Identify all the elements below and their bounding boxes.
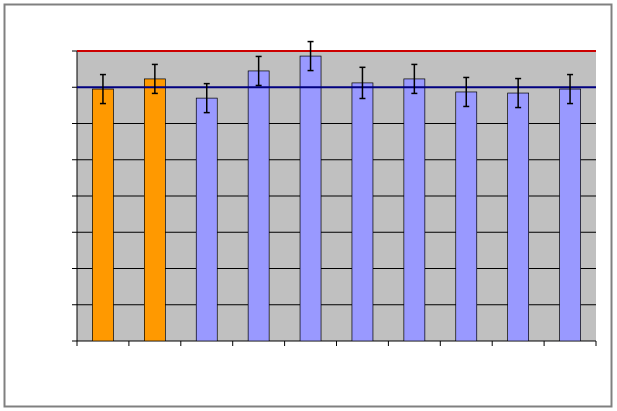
error-bar	[463, 76, 470, 108]
error-bar	[255, 55, 262, 87]
error-bar	[203, 82, 210, 114]
error-bar	[359, 66, 366, 100]
error-bar	[567, 73, 574, 105]
bar	[195, 97, 218, 342]
bar	[455, 91, 478, 342]
bar	[403, 78, 426, 342]
bar	[351, 82, 374, 342]
error-bar	[307, 40, 314, 72]
bar	[247, 70, 270, 342]
bar	[559, 88, 581, 342]
error-bar	[515, 77, 522, 109]
error-bar	[99, 73, 106, 105]
error-bar	[411, 63, 418, 95]
bar	[507, 92, 529, 342]
bar	[299, 55, 322, 342]
error-bar	[151, 63, 158, 95]
bar	[144, 78, 166, 342]
bar	[92, 88, 114, 342]
